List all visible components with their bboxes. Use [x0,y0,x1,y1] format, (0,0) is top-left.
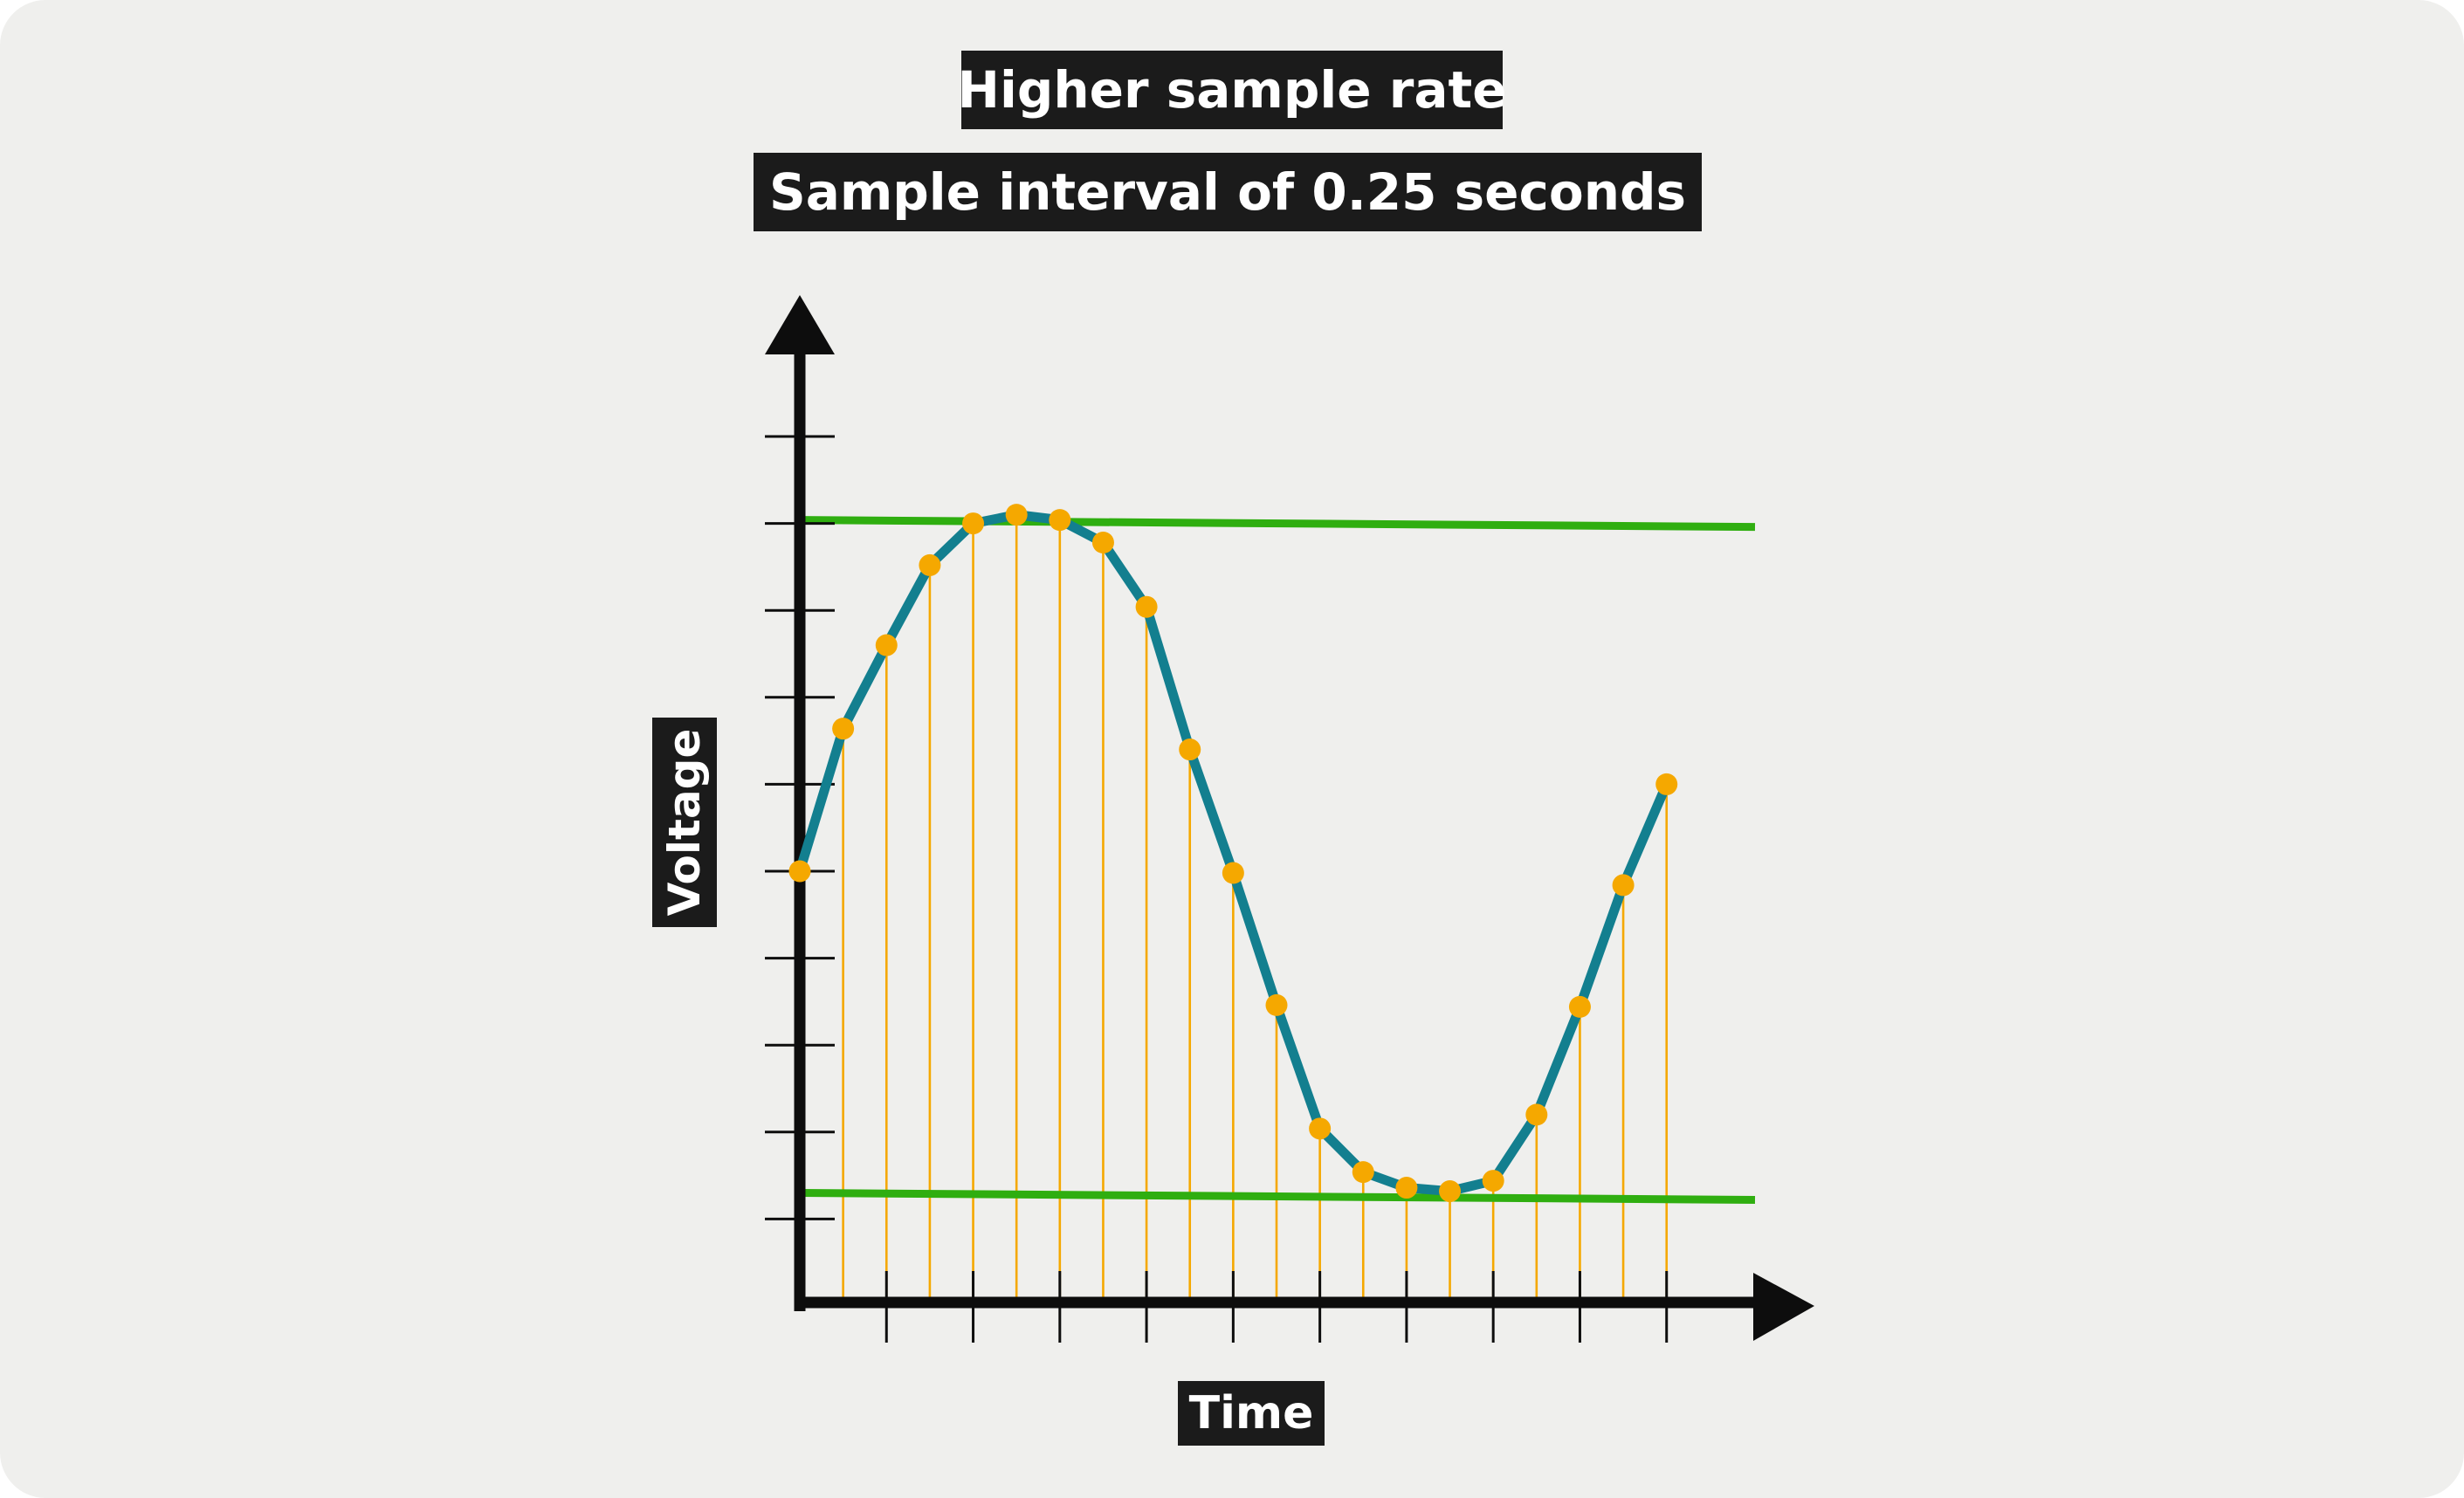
sample-point [1568,995,1591,1018]
sample-point [919,553,941,576]
sample-point [1655,773,1678,795]
sample-point [1049,509,1071,532]
y-axis-arrow [765,295,835,354]
sample-point [875,634,898,656]
sample-stems [842,514,1669,1302]
sample-point [1265,993,1288,1016]
sample-point [1439,1180,1462,1203]
reference-lines [801,516,1756,1204]
y-axis-label: Voltage [652,718,717,927]
x-axis-arrow [1753,1273,1814,1341]
sample-point [832,718,855,740]
sample-point [788,860,811,883]
sample-point [1309,1117,1332,1140]
sample-point [1135,595,1158,618]
sample-point [1005,504,1028,526]
chart-subtitle: Sample interval of 0.25 seconds [754,153,1702,231]
sample-points [788,504,1678,1203]
sample-point [1395,1177,1418,1199]
sample-point [962,512,985,535]
sample-point [1525,1103,1548,1126]
sample-point [1091,532,1114,554]
chart-title: Higher sample rate [957,51,1507,129]
sample-point [1482,1170,1504,1192]
sample-point [1179,739,1201,761]
reference-line-upper [801,516,1756,532]
sample-point [1222,862,1244,884]
sample-point [1612,874,1635,897]
chart-axes [765,295,1814,1343]
sample-point [1352,1161,1374,1184]
x-axis-label: Time [1178,1381,1325,1446]
reference-line-lower [801,1189,1756,1204]
